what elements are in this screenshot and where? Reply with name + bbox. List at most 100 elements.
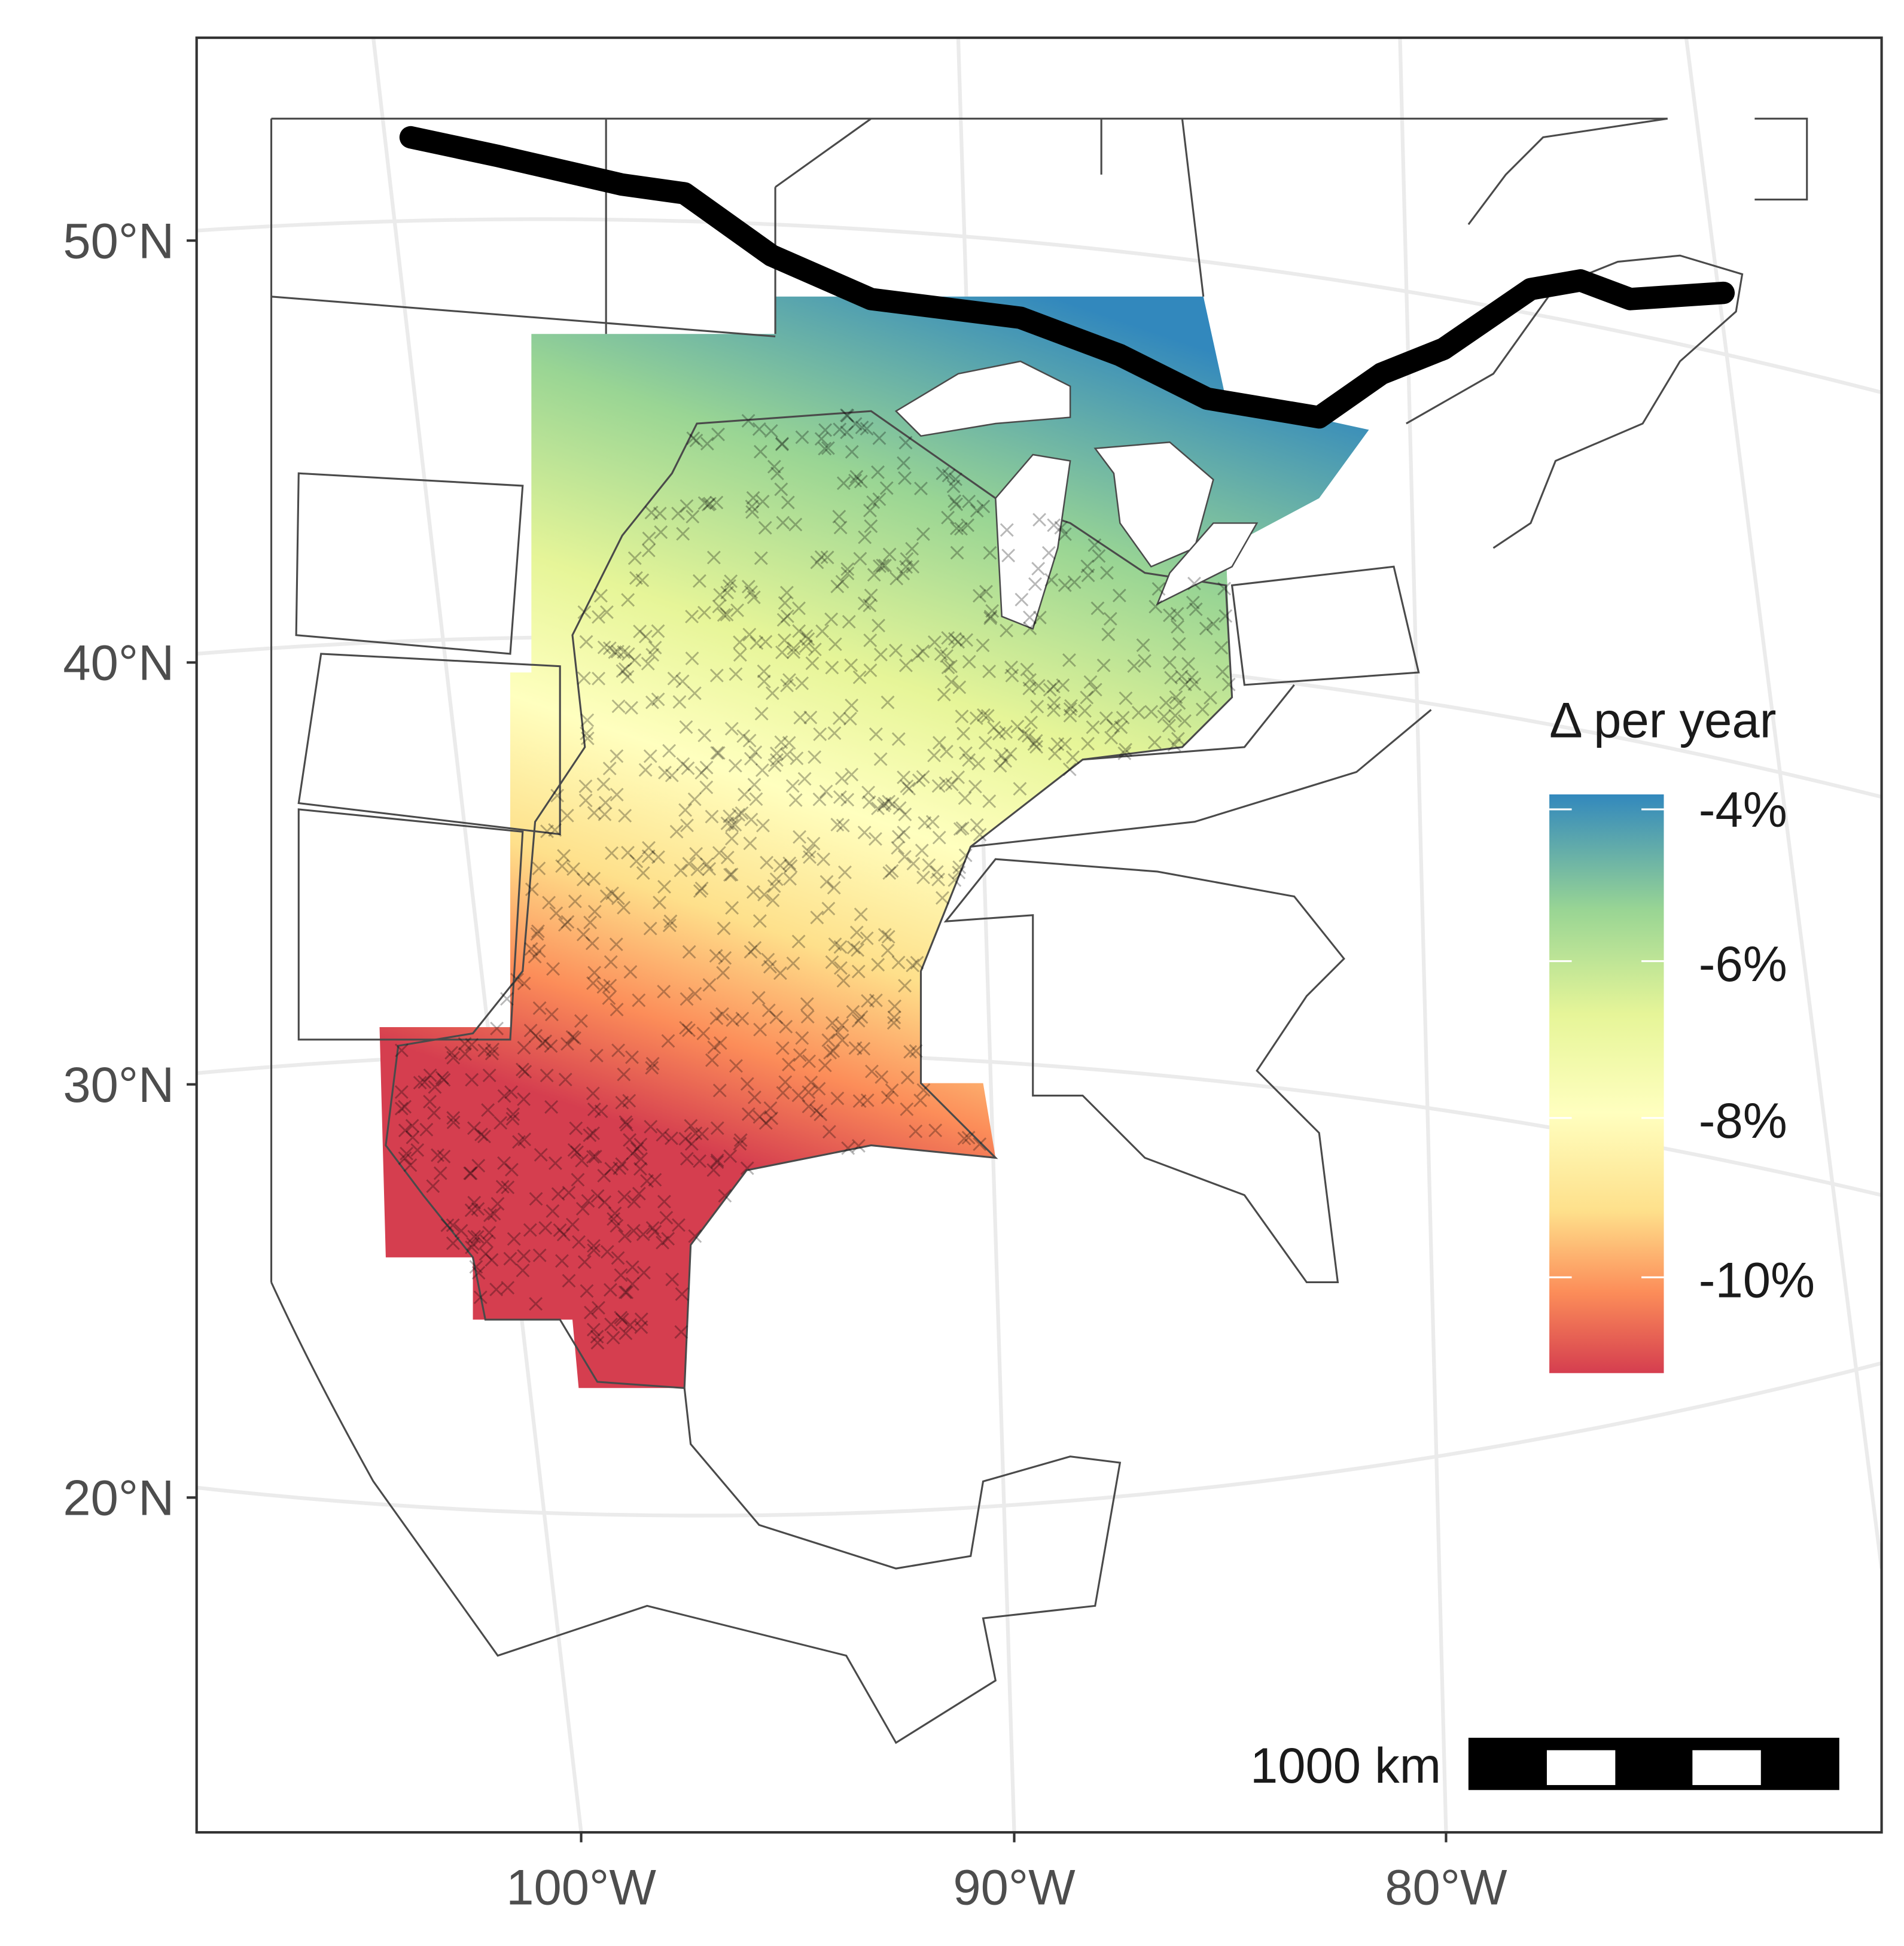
sample-point	[480, 1234, 494, 1248]
sample-point	[969, 711, 983, 726]
sample-point	[750, 636, 764, 650]
sample-point	[857, 826, 872, 840]
sample-point	[909, 1124, 923, 1138]
sample-point	[587, 1239, 601, 1253]
sample-point	[636, 866, 650, 880]
sample-point	[1022, 610, 1037, 625]
sample-point	[851, 964, 866, 979]
sample-point	[840, 562, 855, 576]
sample-point	[840, 793, 855, 807]
sample-point	[465, 1037, 479, 1052]
sample-point	[780, 609, 794, 623]
sample-point	[643, 749, 657, 763]
sample-point	[872, 431, 886, 445]
sample-point	[812, 1082, 826, 1096]
sample-point	[615, 1095, 629, 1110]
sample-point	[716, 966, 730, 980]
sample-point	[817, 852, 831, 866]
sample-point	[682, 945, 696, 959]
sample-point	[720, 586, 735, 600]
sample-point	[644, 1119, 658, 1134]
sample-point	[641, 656, 655, 671]
sample-point	[481, 1103, 495, 1117]
sample-point	[860, 931, 874, 945]
sample-point	[800, 997, 814, 1011]
sample-point	[1063, 702, 1077, 716]
sample-point	[769, 872, 784, 887]
sample-point	[886, 1016, 901, 1030]
sample-point	[916, 527, 930, 541]
sample-point	[757, 674, 771, 689]
sample-point	[693, 1154, 706, 1168]
sample-point	[769, 1010, 784, 1024]
sample-point	[770, 753, 784, 767]
sample-point	[681, 761, 695, 775]
sample-point	[763, 960, 777, 974]
sample-point	[927, 635, 942, 649]
sample-point	[976, 638, 990, 653]
sample-point	[869, 727, 883, 741]
sample-point	[644, 505, 659, 520]
sample-point	[882, 866, 897, 880]
sample-point	[827, 726, 842, 741]
sample-point	[725, 818, 739, 833]
sample-point	[898, 658, 913, 672]
sample-point	[501, 1281, 515, 1295]
sample-point	[600, 1245, 614, 1259]
sample-point	[1056, 678, 1070, 692]
sample-point	[413, 1076, 427, 1090]
sample-point	[742, 733, 757, 748]
sample-point	[949, 497, 964, 511]
sample-point	[869, 993, 883, 1007]
sample-point	[555, 859, 569, 873]
sample-point	[1010, 720, 1025, 733]
sample-point	[1088, 683, 1102, 697]
sample-point	[824, 612, 839, 626]
sample-point	[825, 660, 839, 675]
sample-point	[863, 598, 877, 613]
sample-point	[557, 849, 571, 863]
sample-point	[602, 991, 616, 1005]
sample-point	[594, 1104, 608, 1119]
sample-point	[876, 558, 890, 572]
sample-point	[570, 1145, 584, 1159]
scale-bar: 1000 km	[1250, 1738, 1839, 1793]
sample-point	[867, 568, 881, 582]
sample-point	[405, 1119, 419, 1133]
sample-point	[662, 744, 677, 758]
sample-point	[748, 941, 762, 955]
sample-point	[423, 1068, 437, 1082]
sample-point	[782, 1058, 796, 1071]
sample-point	[602, 762, 617, 776]
sample-point	[1171, 620, 1185, 634]
sample-point	[689, 1126, 703, 1140]
sample-point	[1004, 660, 1018, 675]
sample-point	[729, 667, 743, 681]
sample-point	[1167, 738, 1181, 752]
sample-point	[889, 643, 903, 657]
sample-point	[634, 1312, 648, 1326]
sample-point	[680, 992, 694, 1006]
sample-point	[764, 424, 778, 438]
sample-point	[778, 1075, 793, 1089]
sample-point	[860, 1093, 875, 1107]
sample-point	[435, 1071, 449, 1085]
sample-point	[1103, 611, 1117, 626]
sample-point	[620, 1285, 634, 1299]
sample-point	[728, 759, 742, 773]
sample-point	[699, 760, 714, 775]
sample-point	[854, 907, 868, 921]
sample-point	[885, 797, 900, 811]
sample-point	[665, 768, 679, 782]
sample-point	[1058, 527, 1072, 541]
sample-point	[692, 574, 706, 588]
sample-point	[1027, 737, 1041, 751]
sample-point	[746, 885, 760, 899]
sample-point	[729, 1059, 743, 1073]
sample-point	[828, 937, 842, 951]
sample-point	[821, 902, 836, 916]
sample-point	[830, 818, 845, 832]
sample-point	[1162, 718, 1176, 733]
sample-point	[516, 1062, 529, 1077]
sample-point	[978, 736, 992, 750]
